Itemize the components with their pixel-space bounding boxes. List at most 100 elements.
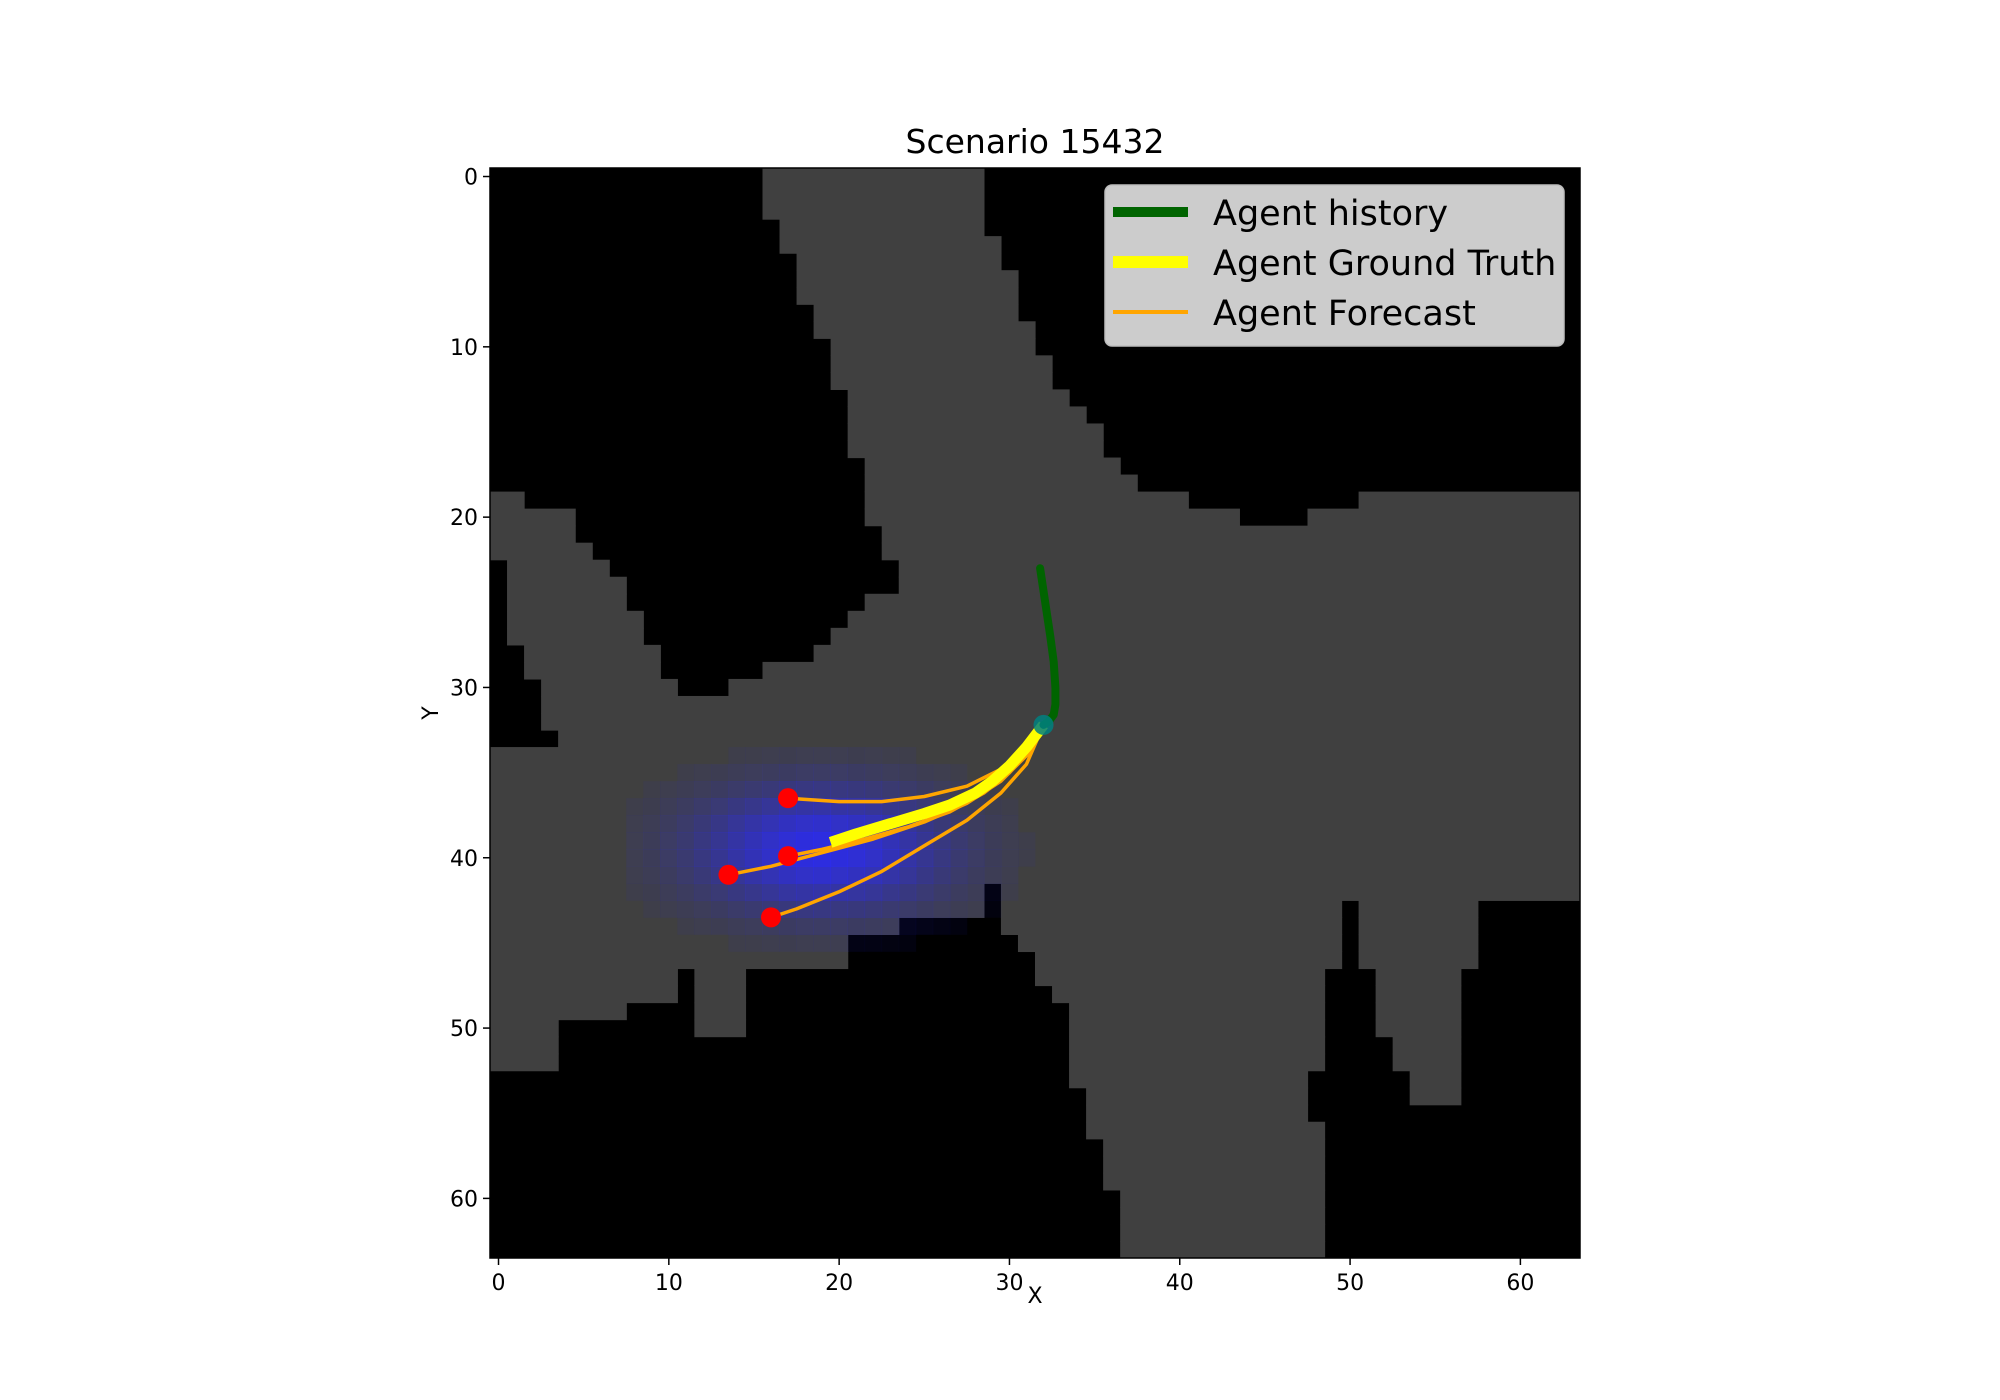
heatmap-cell bbox=[694, 900, 712, 918]
heatmap-cell bbox=[864, 764, 883, 782]
drivable-cell-run bbox=[864, 508, 1240, 527]
heatmap-cell bbox=[677, 849, 695, 867]
heatmap-cell bbox=[677, 832, 695, 850]
x-axis-ticks: 0 10 20 30 40 50 60 bbox=[492, 1258, 1534, 1296]
heatmap-cell bbox=[694, 815, 712, 833]
heatmap-cell bbox=[745, 764, 763, 782]
heatmap-cell bbox=[898, 917, 917, 935]
heatmap-cell bbox=[898, 798, 917, 816]
y-tick-label: 60 bbox=[450, 1187, 478, 1212]
drivable-cell-run bbox=[490, 968, 678, 987]
x-tick-label: 0 bbox=[492, 1271, 506, 1296]
heatmap-cell bbox=[711, 781, 729, 799]
drivable-cell-run bbox=[507, 610, 644, 629]
heatmap-cell bbox=[966, 883, 985, 901]
y-axis-ticks: 0 10 20 30 40 50 60 bbox=[450, 166, 490, 1212]
legend-box bbox=[1104, 184, 1565, 347]
drivable-cell-run bbox=[490, 1036, 559, 1055]
drivable-cell-run bbox=[490, 781, 1580, 799]
heatmap-cell bbox=[847, 900, 866, 918]
heatmap-cell bbox=[626, 798, 644, 816]
heatmap-cell bbox=[813, 832, 832, 850]
drivable-cell-run bbox=[796, 253, 1002, 271]
heatmap-cell bbox=[660, 798, 678, 816]
drivable-cell-run bbox=[847, 423, 1104, 442]
heatmap-cell bbox=[626, 832, 644, 850]
heatmap-cell bbox=[677, 781, 695, 799]
heatmap-cell bbox=[745, 747, 763, 765]
heatmap-cell bbox=[694, 866, 712, 884]
drivable-cell-run bbox=[1035, 968, 1326, 987]
drivable-cell-run bbox=[1358, 917, 1479, 936]
heatmap-cell bbox=[796, 934, 814, 952]
drivable-cell-run bbox=[1052, 985, 1326, 1004]
heatmap-cell bbox=[745, 781, 763, 799]
heatmap-cell bbox=[932, 900, 951, 918]
heatmap-cell bbox=[847, 934, 866, 952]
heatmap-cell bbox=[643, 832, 661, 850]
heatmap-cell bbox=[847, 917, 866, 935]
drivable-cell-run bbox=[796, 270, 1019, 288]
drivable-cell-run bbox=[728, 678, 1580, 697]
drivable-cell-run bbox=[1069, 1053, 1326, 1072]
drivable-cell-run bbox=[864, 593, 1580, 612]
heatmap-cell bbox=[898, 900, 917, 918]
heatmap-cell bbox=[745, 934, 763, 952]
heatmap-cell bbox=[762, 815, 780, 833]
heatmap-cell bbox=[881, 764, 900, 782]
heatmap-cell bbox=[898, 934, 917, 952]
heatmap-cell bbox=[915, 917, 934, 935]
heatmap-cell bbox=[745, 917, 763, 935]
heatmap-cell bbox=[847, 866, 866, 884]
heatmap-cell bbox=[762, 747, 780, 765]
heatmap-cell bbox=[1017, 849, 1036, 867]
trajectory-series bbox=[718, 564, 1060, 928]
heatmap-cell bbox=[813, 747, 832, 765]
heatmap-cell bbox=[796, 917, 814, 935]
heatmap-cell bbox=[966, 900, 985, 918]
drivable-cell-run bbox=[864, 491, 1189, 510]
heatmap-cell bbox=[660, 883, 678, 901]
drivable-cell-run bbox=[490, 900, 985, 918]
heatmap-cell bbox=[830, 900, 849, 918]
drivable-cell-run bbox=[864, 457, 1121, 476]
heatmap-cell bbox=[1000, 798, 1019, 816]
drivable-cell-run bbox=[1375, 1019, 1462, 1038]
drivable-cell-run bbox=[490, 525, 576, 544]
drivable-cell-run bbox=[762, 168, 985, 186]
drivable-cell-run bbox=[694, 1019, 747, 1038]
drivable-cell-run bbox=[1120, 1223, 1326, 1242]
heatmap-cell bbox=[762, 883, 780, 901]
drivable-cell-run bbox=[1086, 1121, 1326, 1140]
heatmap-cell bbox=[711, 815, 729, 833]
heatmap-cell bbox=[966, 849, 985, 867]
heatmap-cell bbox=[762, 781, 780, 799]
heatmap-cell bbox=[915, 883, 934, 901]
drivable-cell-run bbox=[490, 934, 849, 953]
heatmap-cell bbox=[779, 832, 797, 850]
heatmap-cell bbox=[677, 798, 695, 816]
legend-label-history: Agent history bbox=[1213, 194, 1448, 234]
drivable-cell-run bbox=[1017, 934, 1343, 953]
drivable-cell-run bbox=[813, 321, 1036, 339]
drivable-cell-run bbox=[1392, 1036, 1462, 1055]
heatmap-cell bbox=[779, 747, 797, 765]
heatmap-cell bbox=[881, 917, 900, 935]
drivable-cell-run bbox=[507, 593, 627, 612]
drivable-cell-run bbox=[1307, 508, 1580, 527]
heatmap-cell bbox=[762, 798, 780, 816]
heatmap-cell bbox=[762, 866, 780, 884]
heatmap-cell bbox=[966, 815, 985, 833]
heatmap-cell bbox=[677, 764, 695, 782]
heatmap-cell bbox=[949, 900, 968, 918]
heatmap-cell bbox=[830, 764, 849, 782]
heatmap-cell bbox=[728, 798, 746, 816]
heatmap-cell bbox=[932, 917, 951, 935]
forecast-endpoint-marker bbox=[778, 846, 799, 867]
heatmap-cell bbox=[626, 849, 644, 867]
heatmap-cell bbox=[813, 781, 832, 799]
heatmap-cell bbox=[1000, 832, 1019, 850]
heatmap-cell bbox=[779, 866, 797, 884]
ground-truth-trajectory bbox=[828, 721, 1048, 848]
heatmap-cell bbox=[779, 883, 797, 901]
